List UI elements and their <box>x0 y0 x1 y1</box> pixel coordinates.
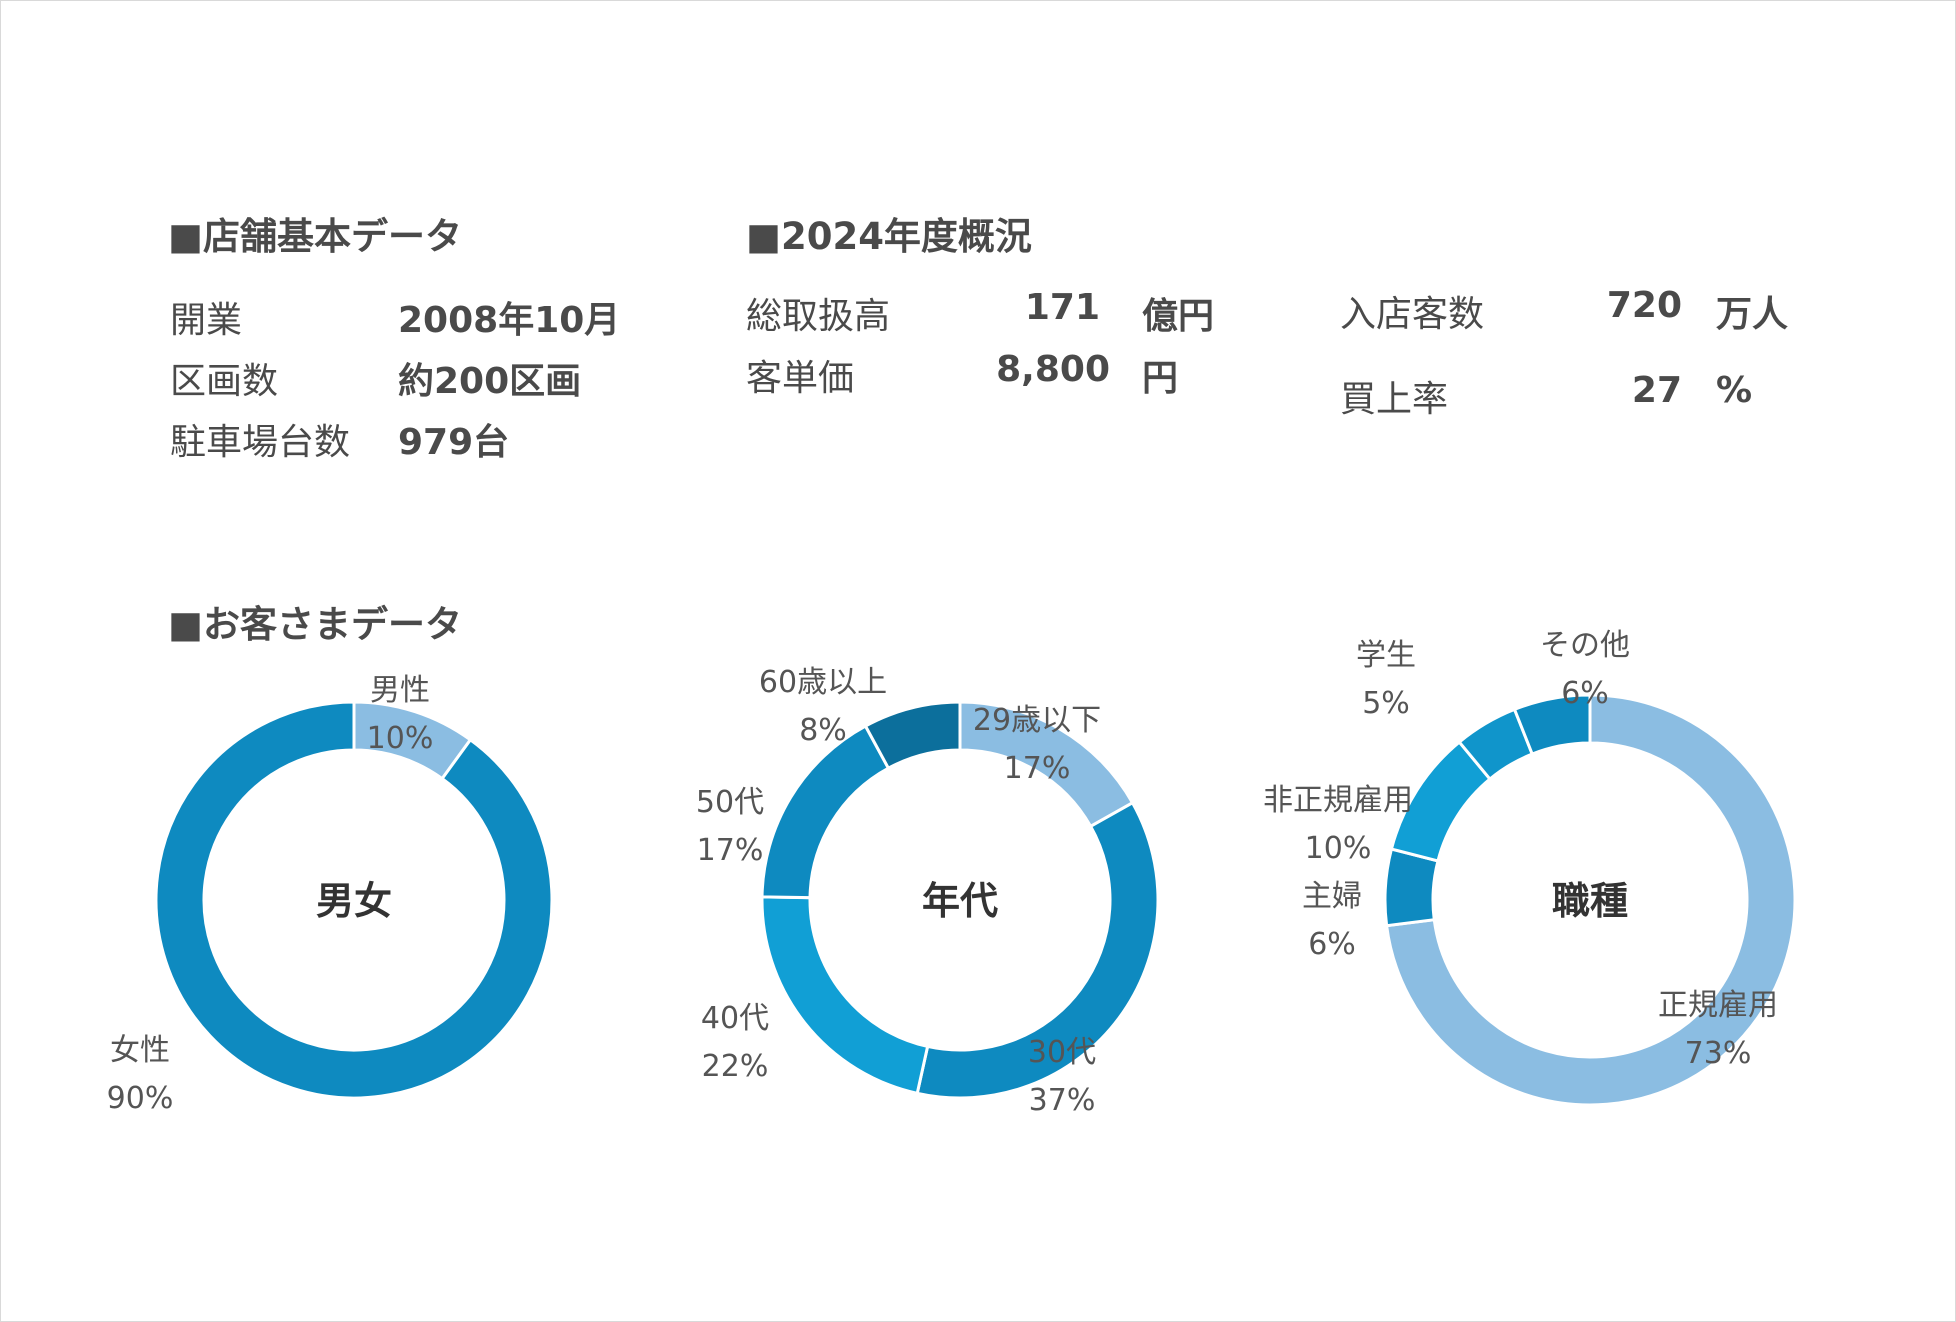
donut-0-label-1: 女性 <box>110 1033 170 1068</box>
overview-value-sales: 171 <box>1024 287 1100 328</box>
store-value-sections: 約200区画 <box>398 361 582 402</box>
donut-2-label-3: 学生 <box>1356 638 1416 673</box>
donut-2-percent-1: 6% <box>1308 927 1356 962</box>
overview-value-conversion: 27 <box>1631 370 1682 411</box>
store-heading: ■店舗基本データ <box>168 215 462 258</box>
donut-2-label-4: その他 <box>1540 628 1630 663</box>
store-value-parking: 979台 <box>398 422 510 463</box>
donut-2-label-1: 主婦 <box>1302 879 1362 914</box>
donut-0-percent-0: 10% <box>367 721 434 756</box>
overview-heading: ■2024年度概況 <box>746 215 1032 258</box>
donut-2-slice-0 <box>1384 693 1797 1107</box>
overview-value-unit-price: 8,800 <box>996 349 1110 390</box>
store-label-parking: 駐車場台数 <box>170 422 351 463</box>
store-label-opening: 開業 <box>170 300 243 341</box>
donut-1-slice-2 <box>760 895 930 1096</box>
donut-2-percent-4: 6% <box>1561 676 1609 711</box>
donut-2-percent-2: 10% <box>1305 831 1372 866</box>
donut-2-label-2: 非正規雇用 <box>1263 783 1413 818</box>
donut-1-slice-4 <box>863 700 962 771</box>
overview-label-conversion: 買上率 <box>1340 379 1449 420</box>
overview-value-visitors: 720 <box>1606 285 1682 326</box>
overview-unit-unit-price: 円 <box>1142 358 1179 399</box>
donut-1-label-4: 60歳以上 <box>759 665 887 700</box>
donut-1-percent-3: 17% <box>697 833 764 868</box>
donut-0-label-0: 男性 <box>370 673 430 708</box>
overview-label-visitors: 入店客数 <box>1340 294 1485 335</box>
store-value-opening: 2008年10月 <box>398 300 621 341</box>
overview-label-unit-price: 客単価 <box>746 358 855 399</box>
overview-unit-conversion: % <box>1716 370 1753 411</box>
donut-1-label-2: 40代 <box>701 1001 769 1036</box>
donut-1-label-1: 30代 <box>1028 1035 1096 1070</box>
overview-unit-visitors: 万人 <box>1716 294 1789 335</box>
store-label-sections: 区画数 <box>170 361 279 402</box>
donut-2-percent-3: 5% <box>1362 686 1410 721</box>
customer-heading: ■お客さまデータ <box>168 603 462 646</box>
overview-label-sales: 総取扱高 <box>746 296 891 337</box>
donut-1-slice-1 <box>915 800 1160 1100</box>
donut-0-title: 男女 <box>316 879 392 923</box>
donut-1-percent-4: 8% <box>799 713 847 748</box>
donut-1-label-0: 29歳以下 <box>973 703 1101 738</box>
donut-0-slice-1 <box>154 700 554 1100</box>
donut-2-title: 職種 <box>1552 879 1628 923</box>
donut-2-label-0: 正規雇用 <box>1658 988 1778 1023</box>
donut-2-slice-4 <box>1512 693 1592 756</box>
donut-1-percent-0: 17% <box>1004 751 1071 786</box>
donut-2-slice-1 <box>1383 847 1440 928</box>
donut-1-label-3: 50代 <box>696 785 764 820</box>
donut-1-percent-1: 37% <box>1029 1083 1096 1118</box>
donut-1-slice-3 <box>760 723 891 900</box>
donut-2-percent-0: 73% <box>1685 1036 1752 1071</box>
donut-1-title: 年代 <box>922 879 998 923</box>
overview-unit-sales: 億円 <box>1142 296 1215 337</box>
donut-1-percent-2: 22% <box>702 1049 769 1084</box>
donut-0-percent-1: 90% <box>107 1081 174 1116</box>
